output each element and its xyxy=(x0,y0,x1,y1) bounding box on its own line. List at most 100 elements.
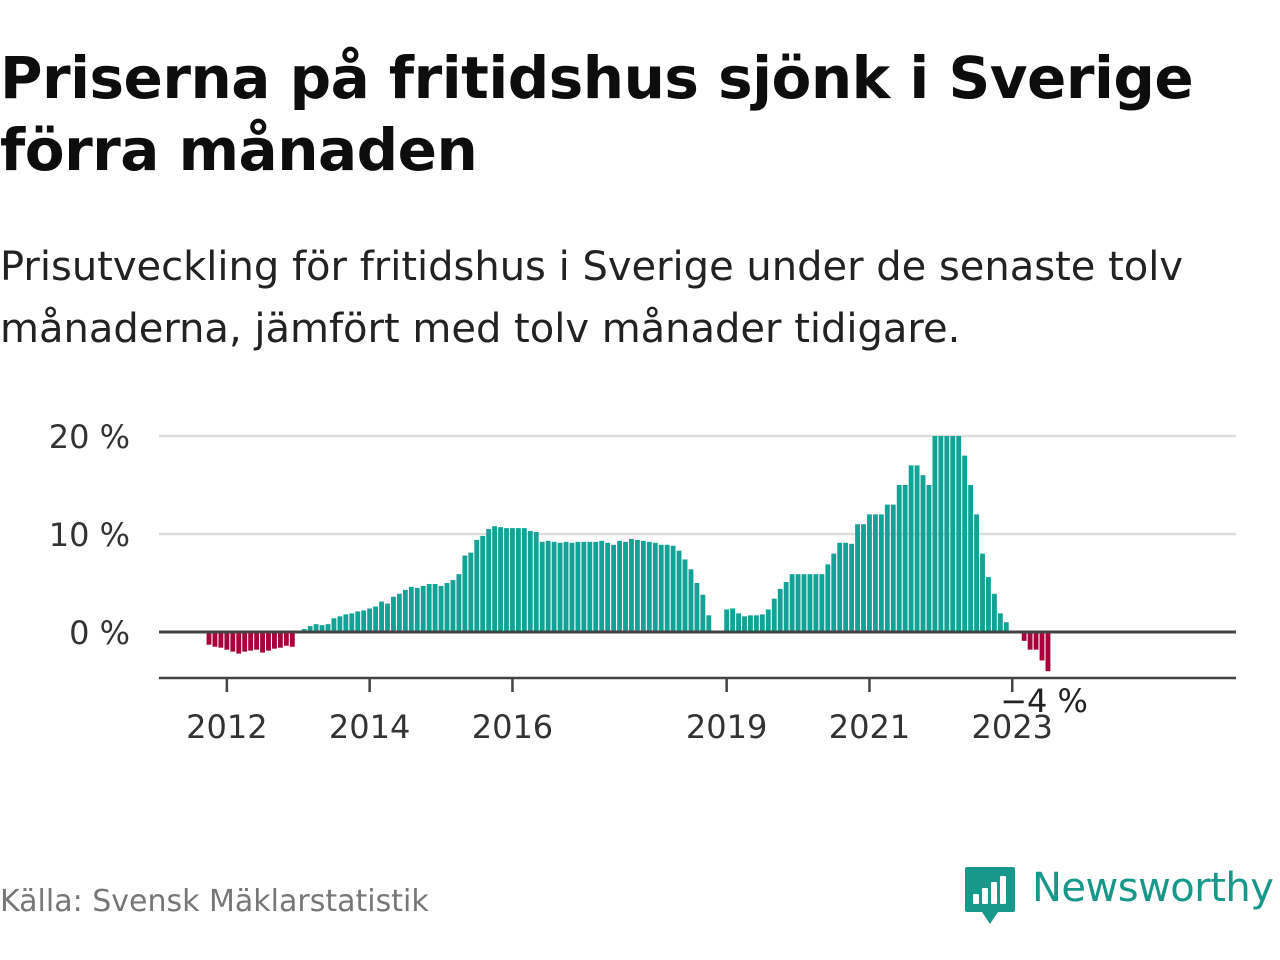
bar xyxy=(515,528,521,632)
y-tick-label: 10 % xyxy=(49,516,130,554)
bar xyxy=(396,593,402,632)
bar xyxy=(914,465,920,632)
bar xyxy=(593,541,599,632)
bar xyxy=(676,550,682,632)
bar xyxy=(890,504,896,632)
bar xyxy=(468,552,474,632)
bar xyxy=(724,609,730,632)
bar xyxy=(373,606,379,632)
bar xyxy=(1027,632,1033,650)
bar xyxy=(1045,632,1051,672)
bar xyxy=(563,541,569,632)
bar xyxy=(266,632,271,651)
bar xyxy=(272,632,277,649)
bar xyxy=(688,569,694,632)
bar xyxy=(694,583,700,632)
bar xyxy=(902,485,908,632)
y-axis-labels: 0 % 10 % 20 % xyxy=(49,418,130,652)
bar xyxy=(765,609,771,632)
bar xyxy=(242,632,248,652)
chart-subtitle: Prisutveckling för fritidshus i Sverige … xyxy=(0,244,1184,352)
y-tick-label: 20 % xyxy=(49,418,130,456)
bar xyxy=(230,632,236,652)
bars xyxy=(206,436,1051,672)
bar xyxy=(426,583,432,632)
annotations: −4 % xyxy=(998,680,1091,723)
last-value-label: −4 % xyxy=(1000,682,1088,720)
bar xyxy=(313,624,319,632)
bar xyxy=(920,475,926,632)
x-tick-label: 2019 xyxy=(686,708,767,746)
bar xyxy=(795,574,801,632)
bar xyxy=(355,611,361,632)
bar xyxy=(944,436,950,632)
bar xyxy=(1021,632,1027,641)
bar xyxy=(813,574,819,632)
bar xyxy=(414,587,420,632)
bar xyxy=(581,541,587,632)
bar xyxy=(634,539,640,632)
bar xyxy=(629,538,634,632)
bar xyxy=(932,436,938,632)
bar xyxy=(402,589,408,632)
bar xyxy=(218,632,224,648)
bar xyxy=(682,559,688,632)
bar xyxy=(212,632,218,647)
bar xyxy=(307,626,313,632)
bar xyxy=(521,528,527,632)
bar xyxy=(248,632,254,651)
bar xyxy=(260,632,265,653)
x-tick-label: 2016 xyxy=(472,708,553,746)
bar xyxy=(510,528,515,632)
bar xyxy=(646,541,652,632)
bar xyxy=(456,574,462,632)
bar xyxy=(670,545,676,632)
bar xyxy=(551,541,557,632)
bar xyxy=(706,615,712,632)
bar xyxy=(349,613,355,632)
bar xyxy=(617,540,622,632)
bar xyxy=(450,580,456,632)
bar xyxy=(557,542,563,632)
x-tick-label: 2012 xyxy=(186,708,267,746)
bar xyxy=(819,574,825,632)
brand-name: Newsworthy xyxy=(1032,865,1274,911)
bar xyxy=(956,436,962,632)
bar xyxy=(462,555,468,632)
bar xyxy=(962,455,968,632)
bar xyxy=(950,436,956,632)
bar xyxy=(742,616,747,632)
bar xyxy=(825,564,831,632)
bar-chart-speech-bubble-icon xyxy=(965,867,1015,924)
bar xyxy=(444,583,450,632)
bar xyxy=(391,596,396,632)
bar xyxy=(968,485,974,632)
bar xyxy=(1033,632,1039,650)
x-tick-label: 2021 xyxy=(829,708,910,746)
bar xyxy=(831,553,837,632)
bar xyxy=(789,574,795,632)
bar xyxy=(385,603,390,632)
bar xyxy=(652,542,658,632)
bar xyxy=(438,585,444,632)
bar xyxy=(361,610,367,632)
bar xyxy=(623,541,628,632)
bar xyxy=(736,613,741,632)
bar xyxy=(855,524,860,632)
newsworthy-logo: Newsworthy xyxy=(964,864,1276,928)
bar xyxy=(319,625,325,632)
bar xyxy=(206,632,212,645)
chart-title: Priserna på fritidshus sjönk i Sverige f… xyxy=(0,44,1194,184)
bar xyxy=(1039,632,1045,661)
bar xyxy=(980,553,985,632)
bar xyxy=(777,588,783,632)
bar xyxy=(432,583,438,632)
bar xyxy=(343,614,349,632)
bar xyxy=(926,485,932,632)
bar xyxy=(908,465,914,632)
gridlines xyxy=(159,434,1236,536)
bar xyxy=(658,544,664,632)
bar xyxy=(498,527,503,632)
bar xyxy=(492,526,498,632)
bar xyxy=(771,598,777,632)
